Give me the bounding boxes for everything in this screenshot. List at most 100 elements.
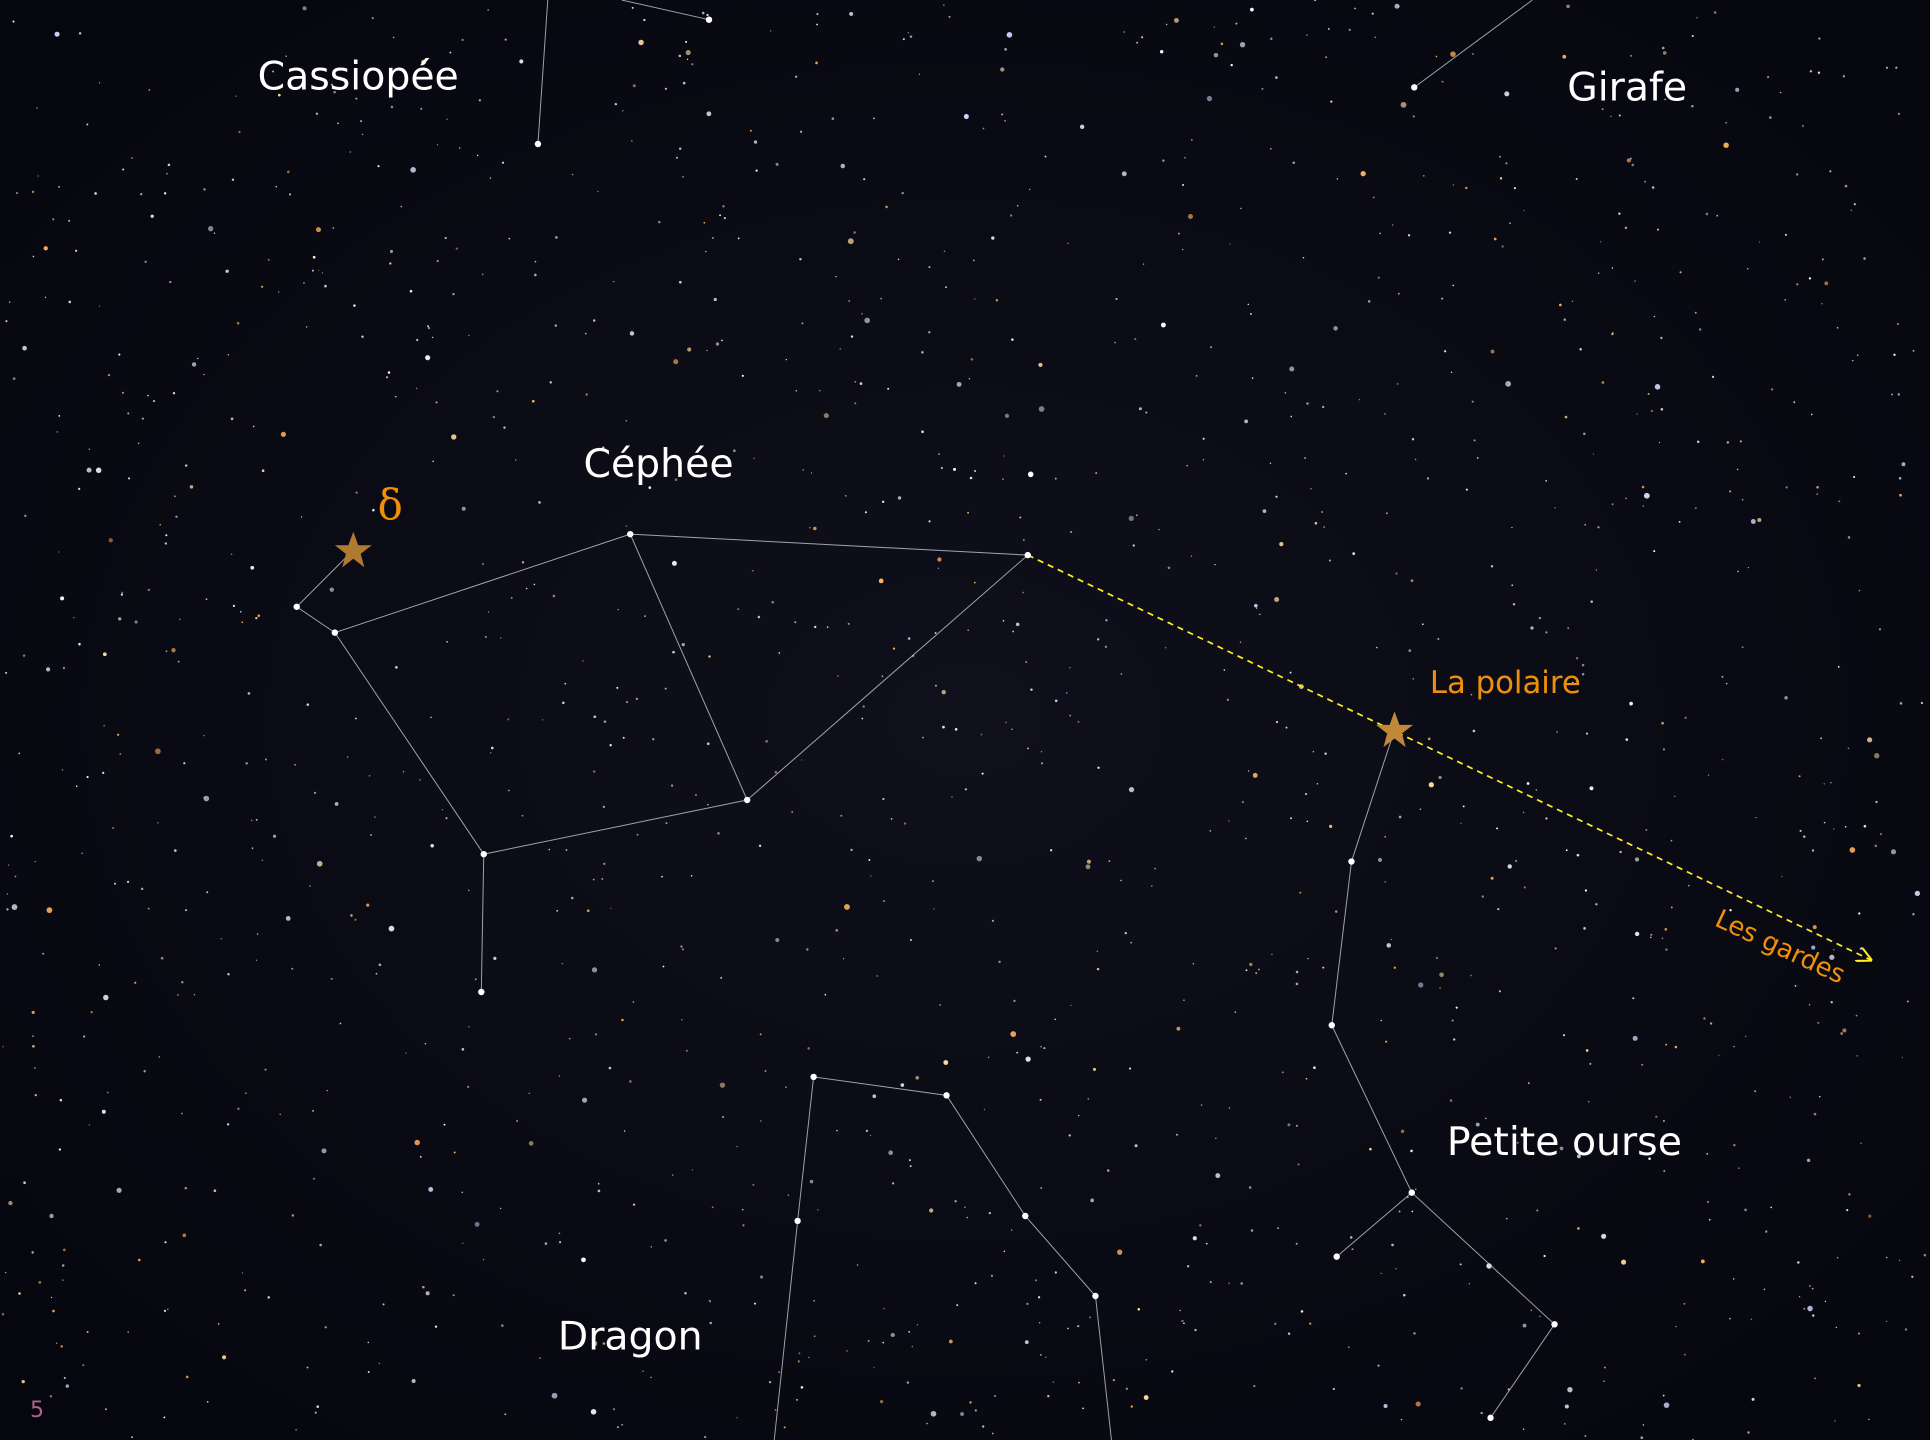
star xyxy=(1530,626,1533,629)
star xyxy=(1053,1382,1054,1383)
star xyxy=(592,967,597,972)
star xyxy=(483,1259,484,1260)
star xyxy=(1765,1230,1767,1232)
star xyxy=(1277,1227,1279,1229)
star xyxy=(1838,666,1840,668)
star xyxy=(857,1264,859,1266)
star xyxy=(622,110,623,111)
star xyxy=(928,266,930,268)
star xyxy=(519,59,523,63)
star xyxy=(722,1116,724,1118)
star xyxy=(395,666,398,669)
star xyxy=(794,1218,800,1224)
star xyxy=(1040,1187,1042,1189)
star xyxy=(1306,820,1308,822)
star xyxy=(1337,178,1339,180)
star xyxy=(1412,438,1414,440)
star xyxy=(738,238,740,240)
star xyxy=(872,1094,876,1098)
star xyxy=(1191,139,1193,141)
star xyxy=(1196,375,1198,377)
star xyxy=(428,327,430,329)
star xyxy=(1135,1144,1138,1147)
star xyxy=(64,1377,66,1379)
star xyxy=(1003,455,1004,456)
star xyxy=(1650,937,1652,939)
star xyxy=(169,281,171,283)
star xyxy=(744,797,750,803)
star xyxy=(1663,748,1665,750)
star xyxy=(1253,1385,1255,1387)
star xyxy=(1325,56,1327,58)
constellation-label: Cassiopée xyxy=(258,53,459,99)
star xyxy=(1460,823,1461,824)
star xyxy=(159,1056,161,1058)
star xyxy=(597,191,598,192)
star xyxy=(935,685,937,687)
star xyxy=(1246,969,1248,971)
star xyxy=(1143,263,1144,264)
star xyxy=(879,579,884,584)
star xyxy=(1011,338,1014,341)
star xyxy=(1898,393,1900,395)
star xyxy=(63,1249,66,1252)
star xyxy=(1874,753,1879,758)
star xyxy=(663,966,665,968)
star xyxy=(405,1053,406,1054)
star xyxy=(1307,958,1308,959)
star xyxy=(1745,1036,1746,1037)
star xyxy=(1780,92,1781,93)
star xyxy=(1508,864,1512,868)
star xyxy=(87,468,92,473)
star xyxy=(1253,773,1258,778)
star xyxy=(267,1296,270,1299)
star xyxy=(1452,285,1454,287)
star xyxy=(1035,1279,1037,1281)
star xyxy=(1716,215,1718,217)
star xyxy=(1289,367,1294,372)
star xyxy=(631,140,633,142)
star xyxy=(87,1331,89,1333)
star xyxy=(707,742,710,745)
star xyxy=(1625,497,1627,499)
star xyxy=(315,1412,317,1414)
star xyxy=(621,1424,623,1426)
star xyxy=(1097,767,1099,769)
star xyxy=(350,151,352,153)
star xyxy=(430,717,432,719)
star xyxy=(303,6,307,10)
star xyxy=(1807,1159,1810,1162)
star xyxy=(319,1244,322,1247)
star xyxy=(819,390,821,392)
star xyxy=(1080,125,1084,129)
star xyxy=(262,860,263,861)
star xyxy=(1744,1209,1747,1212)
star xyxy=(1026,1056,1031,1061)
star xyxy=(35,1094,37,1096)
star xyxy=(1026,1303,1028,1305)
star xyxy=(184,1187,187,1190)
star xyxy=(118,617,121,620)
star xyxy=(632,7,634,9)
star xyxy=(672,651,675,654)
star xyxy=(1729,490,1731,492)
star xyxy=(1880,833,1882,835)
star xyxy=(778,1371,780,1373)
star xyxy=(237,1108,239,1110)
star xyxy=(816,24,818,26)
star xyxy=(1593,453,1594,454)
star xyxy=(1270,38,1272,40)
star xyxy=(47,907,53,913)
star xyxy=(462,507,466,511)
star xyxy=(1107,1169,1110,1172)
star xyxy=(593,770,595,772)
star xyxy=(504,1413,506,1415)
star xyxy=(591,1409,597,1415)
star xyxy=(56,431,58,433)
star xyxy=(1868,1419,1869,1420)
star xyxy=(1809,1285,1811,1287)
star xyxy=(1221,43,1224,46)
star xyxy=(1070,1005,1071,1006)
star xyxy=(559,1241,561,1243)
star xyxy=(937,557,941,561)
